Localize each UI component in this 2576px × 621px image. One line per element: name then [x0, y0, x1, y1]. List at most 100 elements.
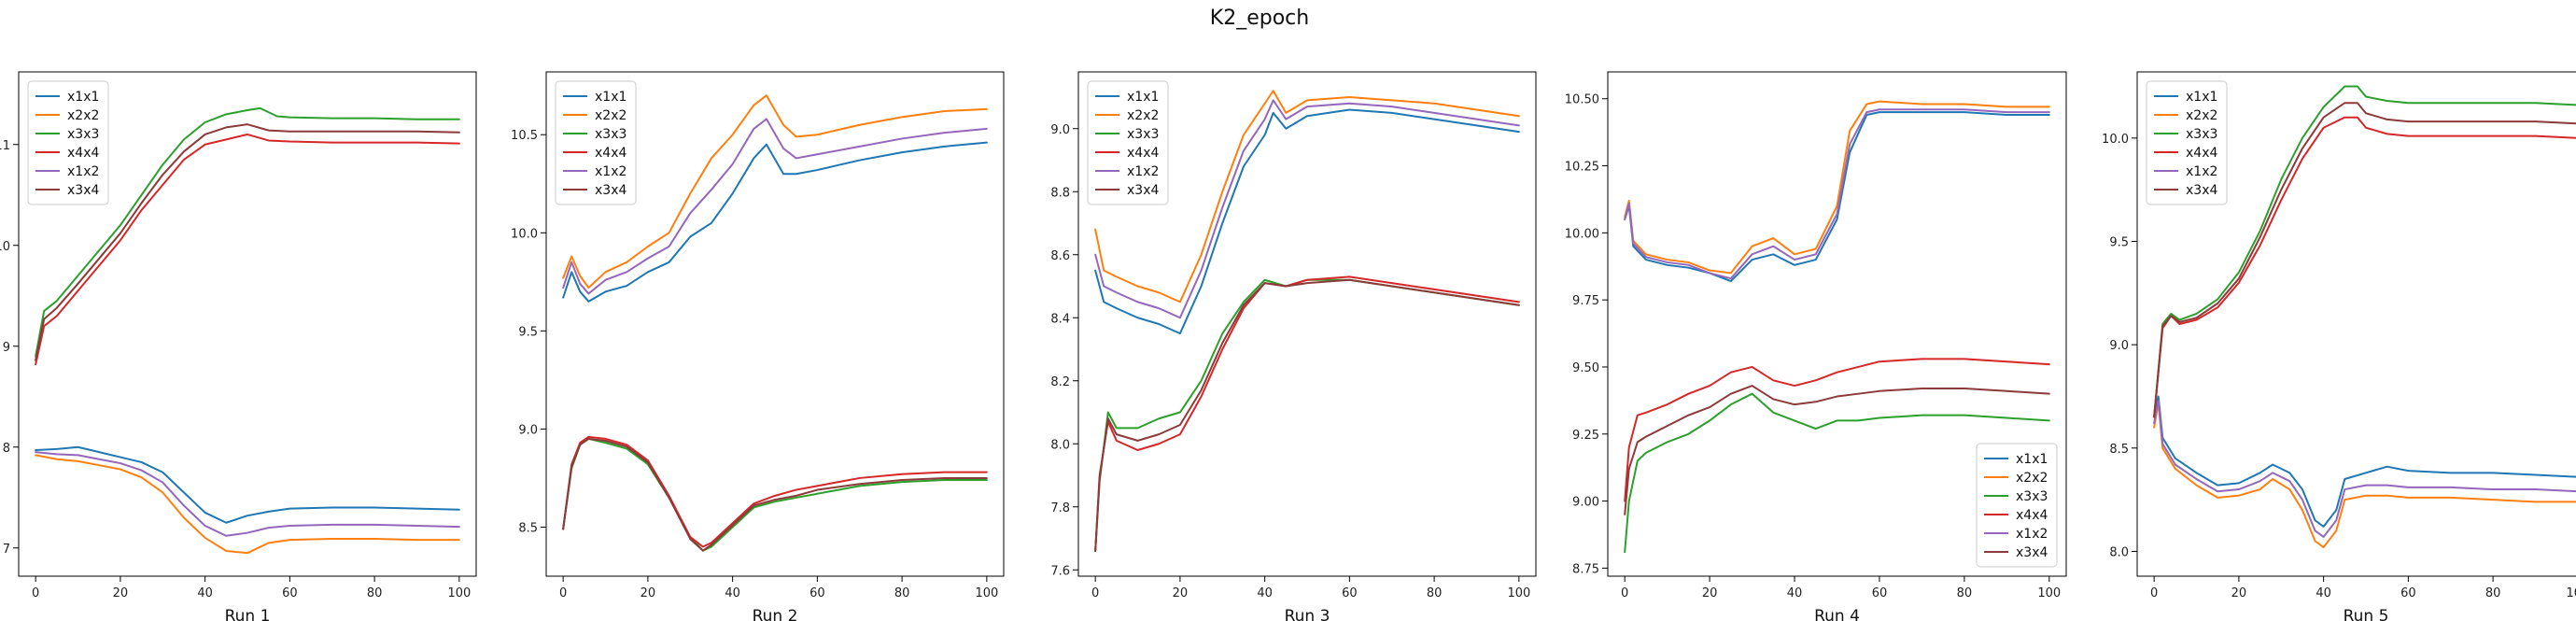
legend: x1x1 x2x2 x3x3 x4x4 x1x2 x3x4	[555, 80, 637, 205]
axes-frame	[1077, 71, 1537, 577]
series-line-x3x3	[35, 106, 460, 358]
legend: x1x1 x2x2 x3x3 x4x4 x1x2 x3x4	[1087, 80, 1169, 205]
x-axis-label: Run 2	[753, 607, 798, 621]
axes-frame	[1607, 71, 2067, 577]
legend-label-x1x1: x1x1	[1127, 90, 1159, 105]
axes-frame	[2136, 71, 2576, 577]
legend-label-x3x4: x3x4	[1127, 183, 1159, 198]
x-tick-label: 100	[975, 586, 998, 600]
x-tick-label: 0	[1621, 586, 1628, 600]
x-tick-label: 80	[894, 586, 910, 600]
y-tick-label: 8.5	[518, 521, 538, 535]
y-tick-label: 7.6	[1050, 564, 1070, 578]
x-axis-label: Run 1	[225, 607, 271, 621]
x-tick-label: 0	[32, 586, 39, 600]
legend-label-x1x2: x1x2	[595, 164, 626, 179]
y-tick-label: 8.6	[1050, 249, 1070, 263]
x-tick-label: 60	[809, 586, 825, 600]
x-tick-label: 100	[447, 586, 471, 600]
legend-label-x4x4: x4x4	[2016, 508, 2048, 523]
legend-box	[555, 80, 637, 205]
series-line-x3x3	[2153, 85, 2576, 418]
x-tick-label: 80	[1427, 586, 1443, 600]
subplot-4: 0 20 40 60 80 100 8.75 9.00 9.25 9.50 9.75 10.00 10.…	[1565, 71, 2067, 621]
y-tick-label: 9.50	[1572, 361, 1599, 375]
x-tick-label: 60	[1342, 586, 1358, 600]
legend-label-x2x2: x2x2	[67, 108, 99, 123]
legend-label-x2x2: x2x2	[595, 108, 626, 123]
legend-label-x1x2: x1x2	[2186, 164, 2217, 179]
series-line-x1x2	[2153, 399, 2576, 538]
x-tick-label: 20	[2231, 586, 2247, 600]
legend-label-x3x3: x3x3	[2016, 489, 2048, 504]
legend-label-x1x1: x1x1	[2186, 90, 2217, 105]
y-tick-label: 9.0	[2109, 339, 2129, 353]
axes-frame	[545, 71, 1005, 577]
y-tick-label: 9	[3, 341, 10, 355]
y-tick-label: 8.5	[2109, 443, 2129, 457]
legend-label-x1x2: x1x2	[1127, 164, 1159, 179]
x-axis-label: Run 5	[2344, 607, 2389, 621]
series-line-x1x2	[35, 451, 460, 537]
subplots: 0 20 40 60 80 100 7 8 9 10 11 Run 1 x1x1 x2x2 x3x3 x4x4…	[0, 71, 2576, 621]
x-tick-label: 0	[2150, 586, 2158, 600]
y-tick-label: 8	[3, 442, 10, 456]
x-tick-label: 40	[1787, 586, 1803, 600]
y-tick-label: 9.00	[1572, 496, 1599, 510]
x-tick-label: 80	[367, 586, 383, 600]
x-tick-label: 20	[113, 586, 129, 600]
x-tick-label: 100	[2037, 586, 2061, 600]
series-line-x4x4	[2153, 116, 2576, 418]
y-tick-label: 9.0	[518, 423, 538, 437]
y-tick-label: 10.0	[511, 227, 538, 241]
legend: x1x1 x2x2 x3x3 x4x4 x1x2 x3x4	[27, 80, 109, 205]
series-line-x2x2	[35, 454, 460, 555]
x-axis-label: Run 3	[1285, 607, 1330, 621]
x-tick-label: 60	[2400, 586, 2416, 600]
series-line-x2x2	[2153, 402, 2576, 549]
y-tick-label: 8.8	[1050, 186, 1070, 200]
y-tick-label: 9.5	[2109, 235, 2129, 249]
y-tick-label: 10.00	[1565, 227, 1599, 241]
legend-label-x2x2: x2x2	[2016, 471, 2048, 486]
series-line-x2x2	[1094, 90, 1520, 303]
legend-box	[1087, 80, 1169, 205]
x-tick-label: 20	[1173, 586, 1189, 600]
subplot-2: 0 20 40 60 80 100 8.5 9.0 9.5 10.0 10.5 Run 2 x1x1 x2…	[511, 71, 1005, 621]
legend-box	[27, 80, 109, 205]
y-tick-label: 10	[0, 240, 10, 254]
legend-label-x4x4: x4x4	[67, 146, 99, 161]
legend-label-x3x3: x3x3	[67, 127, 99, 142]
legend-label-x3x4: x3x4	[2186, 183, 2217, 198]
y-tick-label: 8.0	[2109, 545, 2129, 559]
x-tick-label: 20	[640, 586, 656, 600]
series-line-x1x2	[1094, 99, 1520, 319]
legend: x1x1 x2x2 x3x3 x4x4 x1x2 x3x4	[1976, 443, 2058, 568]
x-tick-label: 20	[1702, 586, 1718, 600]
series-line-x3x4	[2153, 102, 2576, 418]
series-line-x3x4	[35, 123, 460, 361]
series-line-x4x4	[1624, 358, 2050, 502]
legend-label-x2x2: x2x2	[1127, 108, 1159, 123]
subplot-1: 0 20 40 60 80 100 7 8 9 10 11 Run 1 x1x1 x2x2 x3x3 x4x4…	[0, 71, 477, 621]
y-tick-label: 8.0	[1050, 438, 1070, 452]
x-tick-label: 100	[2566, 586, 2576, 600]
x-tick-label: 80	[1957, 586, 1973, 600]
legend: x1x1 x2x2 x3x3 x4x4 x1x2 x3x4	[2146, 80, 2228, 205]
figure-title: K2_epoch	[1210, 7, 1309, 30]
y-tick-label: 10.0	[2102, 133, 2129, 147]
series-line-x4x4	[1094, 275, 1520, 552]
series-line-x1x1	[2153, 395, 2576, 528]
legend-label-x1x1: x1x1	[67, 90, 99, 105]
x-axis-label: Run 4	[1814, 607, 1860, 621]
y-tick-label: 9.75	[1572, 294, 1599, 308]
y-tick-label: 10.25	[1565, 161, 1599, 175]
legend-label-x1x2: x1x2	[2016, 527, 2048, 542]
series-line-x1x1	[562, 141, 988, 303]
y-tick-label: 11	[0, 139, 10, 153]
legend-label-x3x4: x3x4	[67, 183, 99, 198]
series-line-x2x2	[562, 94, 988, 289]
legend-label-x4x4: x4x4	[595, 146, 626, 161]
subplot-5: 0 20 40 60 80 100 8.0 8.5 9.0 9.5 10.0 Run 5 x1x1 x2x…	[2102, 71, 2576, 621]
legend-label-x1x1: x1x1	[595, 90, 626, 105]
